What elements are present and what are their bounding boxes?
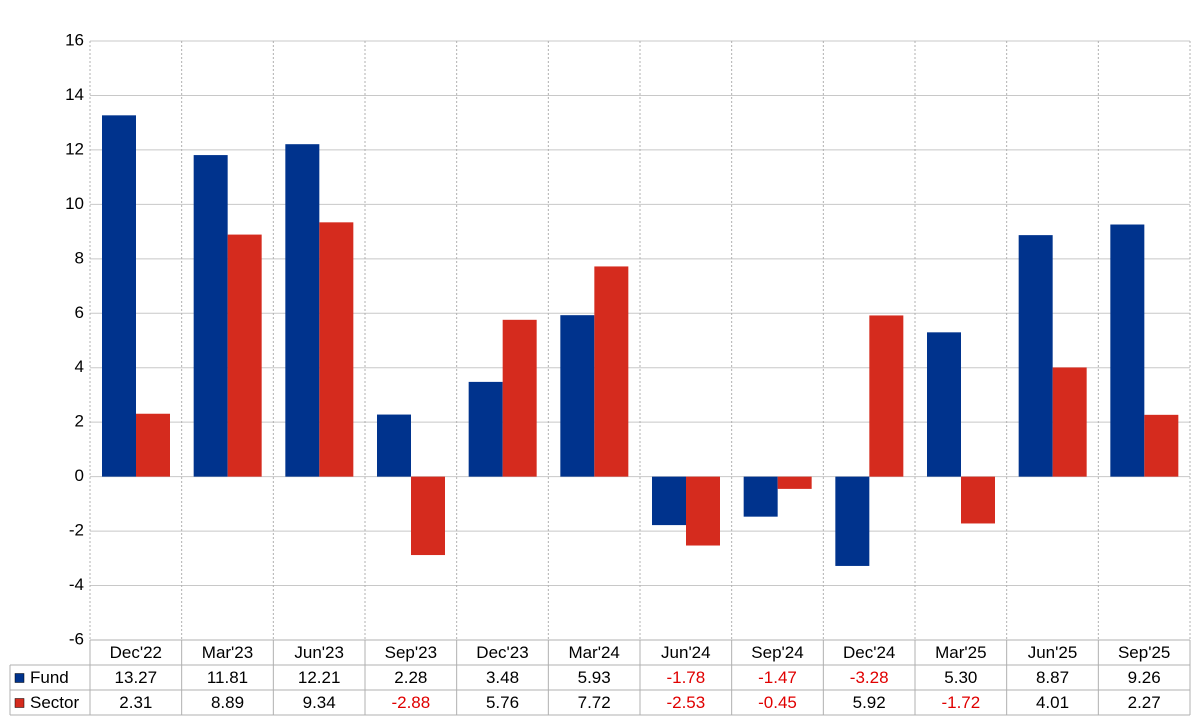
table-value: 7.72 (578, 693, 611, 712)
table-value: 8.89 (211, 693, 244, 712)
y-tick-label: 10 (65, 194, 84, 213)
y-tick-label: -4 (69, 575, 84, 594)
table-value: 5.92 (853, 693, 886, 712)
table-value: -1.78 (666, 668, 705, 687)
table-value: -2.88 (391, 693, 430, 712)
table-value: 5.30 (944, 668, 977, 687)
table-value: 2.28 (394, 668, 427, 687)
bar (285, 144, 320, 477)
bar (594, 266, 629, 477)
bar (319, 222, 354, 477)
x-tick-label: Mar'25 (935, 643, 986, 662)
table-value: 5.93 (578, 668, 611, 687)
x-tick-label: Dec'22 (110, 643, 162, 662)
bar (411, 476, 445, 556)
bar (1144, 414, 1179, 477)
y-tick-label: 4 (75, 357, 84, 376)
bar (686, 476, 720, 546)
bar (652, 476, 686, 526)
x-tick-label: Jun'24 (661, 643, 711, 662)
table-value: 12.21 (298, 668, 341, 687)
bar (502, 319, 537, 477)
legend-swatch (14, 673, 25, 683)
table-value: -1.47 (758, 668, 797, 687)
bar (869, 315, 904, 477)
bar (227, 234, 262, 477)
table-value: 13.27 (115, 668, 158, 687)
bar (927, 332, 961, 477)
y-tick-label: 2 (75, 412, 84, 431)
bar (193, 155, 228, 477)
x-tick-label: Jun'25 (1028, 643, 1078, 662)
table-value: -2.53 (666, 693, 705, 712)
legend-label: Sector (30, 693, 79, 712)
y-tick-label: 6 (75, 303, 84, 322)
y-tick-label: -6 (69, 629, 84, 648)
x-tick-label: Dec'24 (843, 643, 895, 662)
y-tick-label: 16 (65, 30, 84, 49)
legend-swatch (14, 698, 25, 708)
table-value: 8.87 (1036, 668, 1069, 687)
table-value: 3.48 (486, 668, 519, 687)
y-tick-label: -2 (69, 521, 84, 540)
x-tick-label: Sep'23 (385, 643, 437, 662)
table-value: 2.31 (119, 693, 152, 712)
x-tick-label: Jun'23 (294, 643, 344, 662)
table-value: 11.81 (207, 668, 248, 687)
bar (961, 476, 995, 524)
bar (468, 381, 503, 477)
x-tick-label: Sep'24 (751, 643, 803, 662)
y-tick-label: 8 (75, 248, 84, 267)
bar (835, 476, 870, 566)
y-tick-label: 0 (75, 466, 84, 485)
bar (136, 413, 170, 477)
table-value: -0.45 (758, 693, 797, 712)
y-tick-label: 12 (65, 139, 84, 158)
table-value: -1.72 (941, 693, 980, 712)
bar (1110, 224, 1145, 477)
bar (1052, 367, 1087, 477)
table-value: 9.34 (303, 693, 336, 712)
bar (560, 315, 595, 477)
table-value: 2.27 (1128, 693, 1161, 712)
bar (777, 476, 812, 489)
bar (377, 414, 411, 477)
bar (743, 476, 778, 517)
x-tick-label: Sep'25 (1118, 643, 1170, 662)
bar (102, 115, 136, 477)
table-value: -3.28 (850, 668, 889, 687)
table-value: 9.26 (1128, 668, 1161, 687)
legend-label: Fund (30, 668, 69, 687)
bar (1018, 235, 1053, 477)
table-value: 4.01 (1036, 693, 1069, 712)
x-tick-label: Mar'24 (568, 643, 619, 662)
y-tick-label: 14 (65, 85, 84, 104)
table-value: 5.76 (486, 693, 519, 712)
x-tick-label: Dec'23 (476, 643, 528, 662)
x-tick-label: Mar'23 (202, 643, 253, 662)
